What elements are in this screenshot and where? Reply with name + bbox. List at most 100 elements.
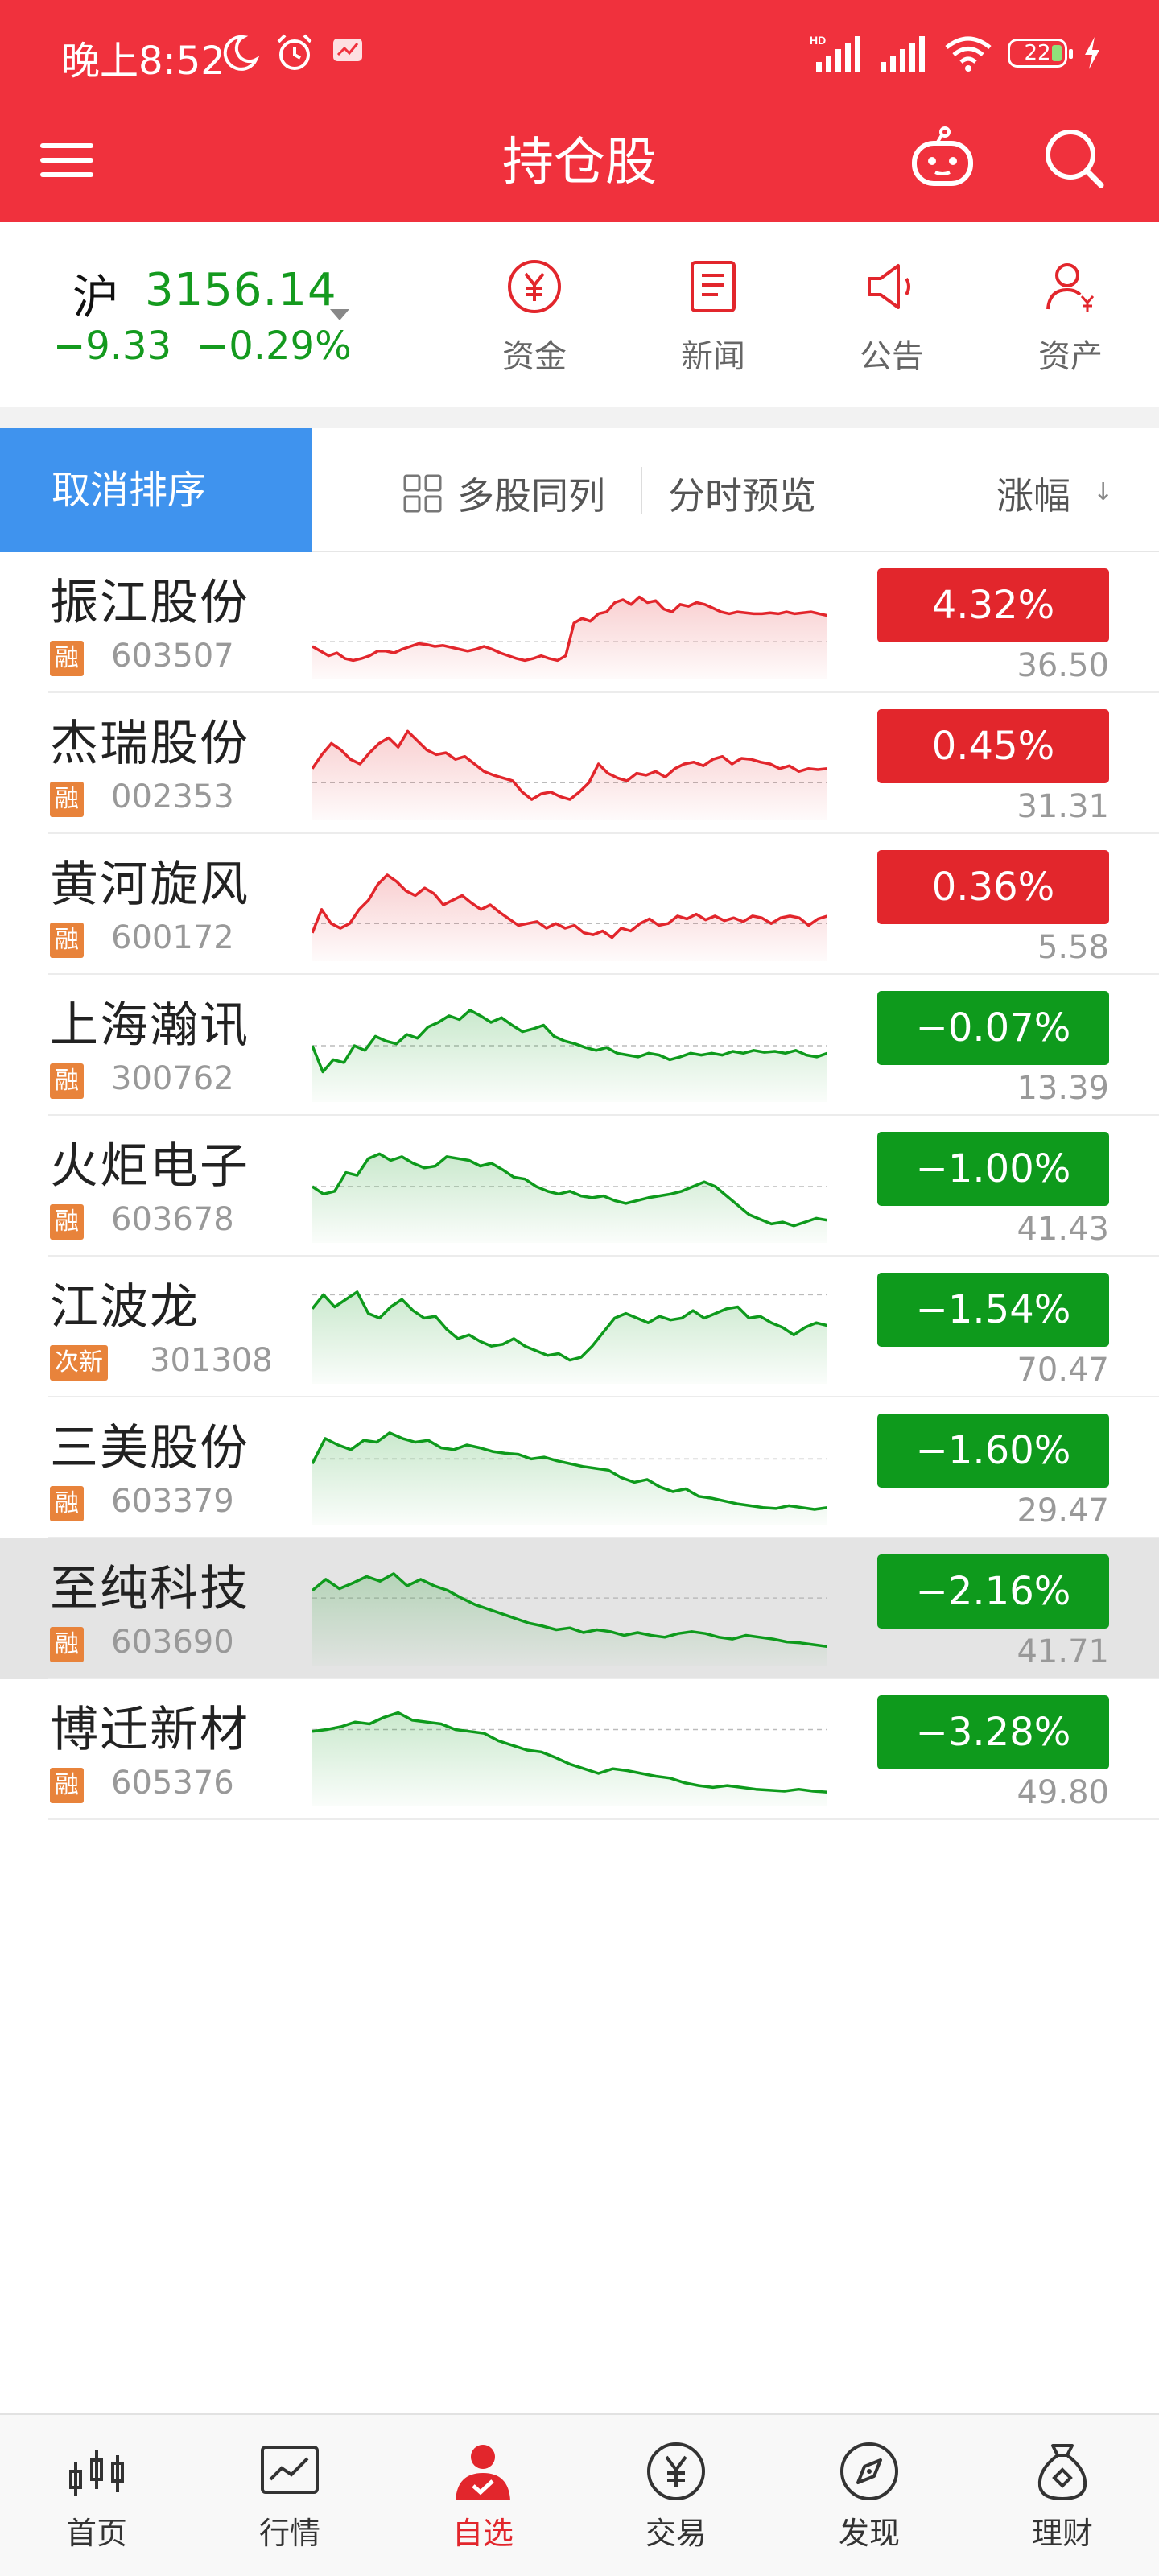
intraday-sparkline (312, 1711, 827, 1806)
stock-row[interactable]: 杰瑞股份 融 002353 0.45% 31.31 (0, 693, 1159, 834)
change-badge[interactable]: −3.28% (877, 1695, 1109, 1769)
change-badge[interactable]: −1.00% (877, 1132, 1109, 1206)
stock-row[interactable]: 上海瀚讯 融 300762 −0.07% 13.39 (0, 975, 1159, 1116)
stock-code: 002353 (111, 778, 234, 815)
news-doc-icon (691, 261, 736, 312)
grid-icon (403, 474, 442, 513)
index-value[interactable]: 3156.14 (145, 264, 337, 316)
robot-assistant-icon[interactable] (909, 124, 975, 190)
index-change-pct: −0.29% (196, 324, 352, 369)
quick-action-label: 资产 (1038, 338, 1103, 375)
sparkline-line (312, 873, 827, 939)
stock-tag-badge: 融 (50, 1204, 84, 1240)
sort-by-change-button[interactable]: 涨幅 (996, 474, 1070, 518)
stock-tag-badge: 融 (50, 1063, 84, 1099)
stock-row[interactable]: 江波龙 次新 301308 −1.54% 70.47 (0, 1257, 1159, 1397)
candlestick-icon (69, 2450, 124, 2496)
menu-icon[interactable] (40, 134, 97, 185)
change-badge[interactable]: 0.45% (877, 709, 1109, 783)
change-badge[interactable]: 0.36% (877, 850, 1109, 924)
change-badge[interactable]: −1.54% (877, 1273, 1109, 1347)
stock-code: 301308 (150, 1342, 273, 1379)
quick-action-label: 公告 (860, 338, 924, 375)
stock-row[interactable]: 火炬电子 融 603678 −1.00% 41.43 (0, 1116, 1159, 1257)
quick-action-announcements[interactable]: 公告 (827, 258, 956, 377)
app-notification-icon (333, 39, 362, 61)
wifi-icon (945, 36, 992, 72)
signal-icon (881, 36, 925, 72)
sparkline-area (312, 874, 827, 961)
nav-discover[interactable]: 发现 (789, 2439, 950, 2553)
stock-price: 41.71 (1017, 1633, 1109, 1670)
stock-row[interactable]: 至纯科技 融 603690 −2.16% 41.71 (0, 1538, 1159, 1679)
multi-stock-view-button[interactable]: 多股同列 (402, 467, 605, 520)
nav-market[interactable]: 行情 (209, 2439, 370, 2553)
nav-home[interactable]: 首页 (16, 2439, 177, 2553)
intraday-sparkline (312, 595, 827, 679)
speaker-icon (868, 264, 910, 309)
sparkline-line (312, 1431, 827, 1511)
status-bar: 晚上8:52 HD 22 (0, 0, 1159, 106)
stock-price: 29.47 (1017, 1492, 1109, 1530)
index-dropdown-caret[interactable] (330, 309, 349, 320)
stock-list: 振江股份 融 603507 4.32% 36.50 杰瑞股份 融 002353 … (0, 552, 1159, 1820)
stock-tag-badge: 融 (50, 923, 84, 958)
nav-trade[interactable]: 交易 (596, 2439, 757, 2553)
sparkline-area (312, 1291, 827, 1384)
intraday-sparkline (312, 729, 827, 820)
stock-tag-badge: 融 (50, 782, 84, 817)
bottom-navigation: 首页 行情 自选 交易 发现 理财 (0, 2413, 1159, 2576)
status-time: 晚上8:52 (61, 39, 225, 84)
sparkline-area (312, 731, 827, 820)
change-badge[interactable]: −0.07% (877, 991, 1109, 1065)
quick-action-news[interactable]: 新闻 (649, 258, 777, 377)
intraday-sparkline (312, 1152, 827, 1243)
quick-action-label: 新闻 (681, 338, 745, 375)
sparkline-line (312, 729, 827, 801)
intraday-sparkline (312, 1009, 827, 1102)
sparkline-area (312, 1712, 827, 1806)
chart-line-icon (261, 2446, 319, 2494)
nav-watchlist[interactable]: 自选 (402, 2439, 563, 2553)
nav-label: 首页 (65, 2516, 127, 2551)
index-change: −9.33 (53, 324, 172, 369)
sparkline-line (312, 1009, 827, 1074)
sparkline-area (312, 1154, 827, 1243)
alarm-icon (277, 34, 312, 70)
stock-row[interactable]: 博迁新材 融 605376 −3.28% 49.80 (0, 1679, 1159, 1820)
stock-price: 41.43 (1017, 1211, 1109, 1248)
search-icon[interactable] (1041, 126, 1106, 190)
stock-row[interactable]: 振江股份 融 603507 4.32% 36.50 (0, 552, 1159, 693)
intraday-preview-button[interactable]: 分时预览 (668, 474, 816, 518)
row-divider (48, 1114, 1159, 1116)
change-badge[interactable]: 4.32% (877, 568, 1109, 642)
cancel-sort-button[interactable]: 取消排序 (0, 428, 312, 552)
sparkline-area (312, 597, 827, 679)
stock-code: 603379 (111, 1483, 234, 1520)
change-badge[interactable]: −2.16% (877, 1554, 1109, 1629)
quick-action-assets[interactable]: 资产 (1006, 258, 1135, 377)
quick-action-funds[interactable]: 资金 (470, 258, 599, 377)
stock-name: 黄河旋风 (50, 857, 250, 913)
nav-wealth[interactable]: 理财 (982, 2439, 1143, 2553)
row-divider (48, 1818, 1159, 1820)
intraday-sparkline (312, 873, 827, 961)
stock-name: 上海瀚讯 (50, 997, 250, 1054)
sparkline-area (312, 1009, 827, 1102)
sparkline-line (312, 1290, 827, 1362)
compass-icon (840, 2442, 898, 2500)
stock-row[interactable]: 黄河旋风 融 600172 0.36% 5.58 (0, 834, 1159, 975)
sparkline-area (312, 1432, 827, 1525)
stock-price: 13.39 (1017, 1070, 1109, 1107)
nav-label: 理财 (1031, 2516, 1093, 2551)
nav-label: 交易 (645, 2516, 707, 2551)
sort-desc-arrow-icon: ↓ (1093, 478, 1114, 506)
row-divider (48, 1255, 1159, 1257)
stock-row[interactable]: 三美股份 融 603379 −1.60% 29.47 (0, 1397, 1159, 1538)
index-name[interactable]: 沪 (72, 270, 120, 324)
stock-name: 至纯科技 (50, 1561, 250, 1617)
nav-label: 自选 (452, 2516, 514, 2551)
stock-price: 36.50 (1017, 647, 1109, 684)
change-badge[interactable]: −1.60% (877, 1414, 1109, 1488)
nav-label: 行情 (258, 2516, 320, 2551)
